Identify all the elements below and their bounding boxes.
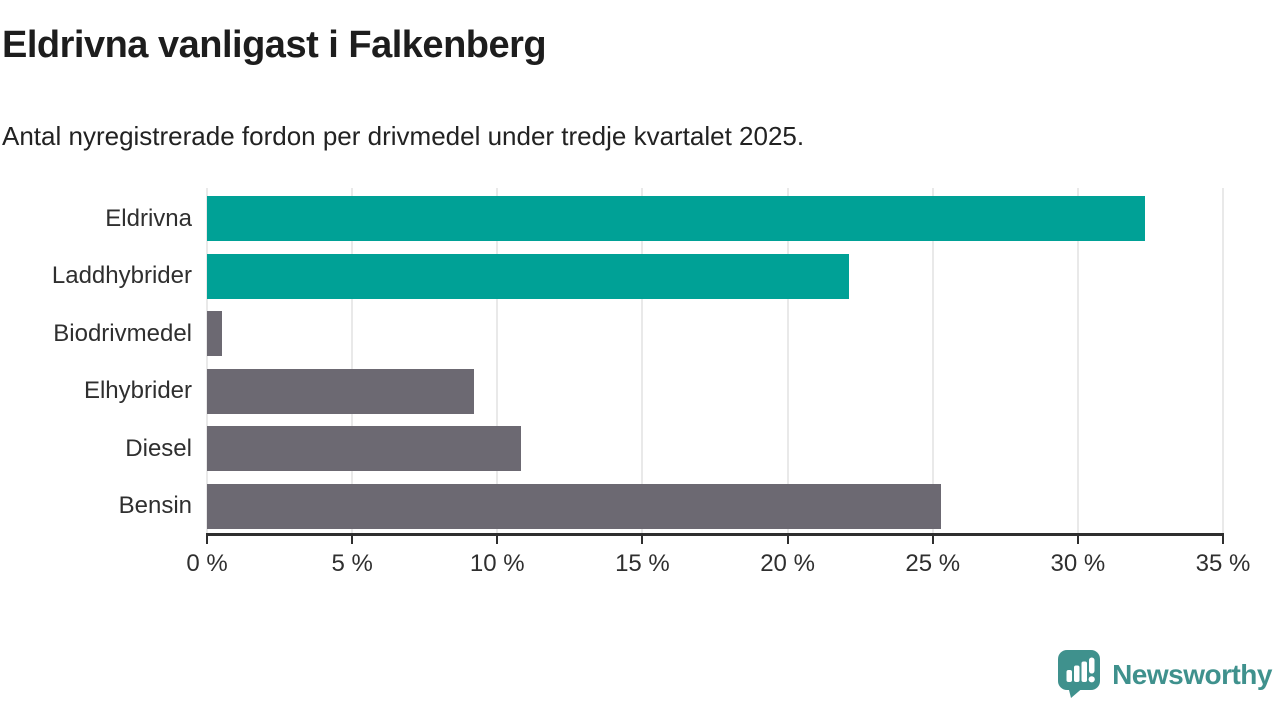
x-tick-30 xyxy=(1076,536,1079,544)
category-label-bensin: Bensin xyxy=(118,492,192,520)
x-tick-label-20: 20 % xyxy=(760,550,815,577)
x-tick-15 xyxy=(641,536,644,544)
bar-elhybrider xyxy=(207,368,475,414)
x-tick-label-15: 15 % xyxy=(615,550,670,577)
bar-bensin xyxy=(207,483,942,529)
gridline-5 xyxy=(351,188,354,533)
gridline-10 xyxy=(496,188,499,533)
x-tick-label-10: 10 % xyxy=(469,550,525,577)
bar-laddhybrider xyxy=(207,253,849,299)
chart-subtitle: Antal nyregistrerade fordon per drivmede… xyxy=(2,121,805,151)
plot-area: Eldrivna Laddhybrider Biodrivmedel Elhybrid… xyxy=(52,188,1250,577)
newsworthy-icon xyxy=(1058,650,1101,698)
gridline-15 xyxy=(641,188,644,533)
category-label-diesel: Diesel xyxy=(125,434,192,462)
chart-title: Eldrivna vanligast i Falkenberg xyxy=(2,24,547,66)
bar-diesel xyxy=(207,426,521,472)
brand-logo: Newsworthy xyxy=(1057,650,1272,699)
x-tick-label-35: 35 % xyxy=(1195,550,1251,577)
x-tick-label-30: 30 % xyxy=(1050,550,1106,577)
x-tick-5 xyxy=(351,536,354,544)
gridline-30 xyxy=(1076,188,1079,533)
category-label-elhybrider: Elhybrider xyxy=(83,377,192,405)
x-tick-label-5: 5 % xyxy=(331,550,373,577)
gridline-0 xyxy=(206,188,208,533)
x-tick-20 xyxy=(786,536,789,544)
x-tick-35 xyxy=(1222,536,1224,544)
bar-eldrivna xyxy=(207,196,1145,242)
category-label-biodrivmedel: Biodrivmedel xyxy=(53,319,192,347)
x-tick-25 xyxy=(931,536,934,544)
x-tick-label-0: 0 % xyxy=(186,550,228,577)
category-label-eldrivna: Eldrivna xyxy=(105,204,192,232)
x-axis-line xyxy=(206,533,1224,536)
x-tick-10 xyxy=(496,536,499,544)
bar-biodrivmedel xyxy=(207,311,222,357)
x-tick-0 xyxy=(206,536,208,544)
gridline-35 xyxy=(1222,188,1224,533)
category-label-laddhybrider: Laddhybrider xyxy=(51,262,192,290)
gridline-20 xyxy=(786,188,789,533)
brand-name: Newsworthy xyxy=(1112,658,1272,690)
gridline-25 xyxy=(931,188,934,533)
x-tick-label-25: 25 % xyxy=(905,550,961,577)
